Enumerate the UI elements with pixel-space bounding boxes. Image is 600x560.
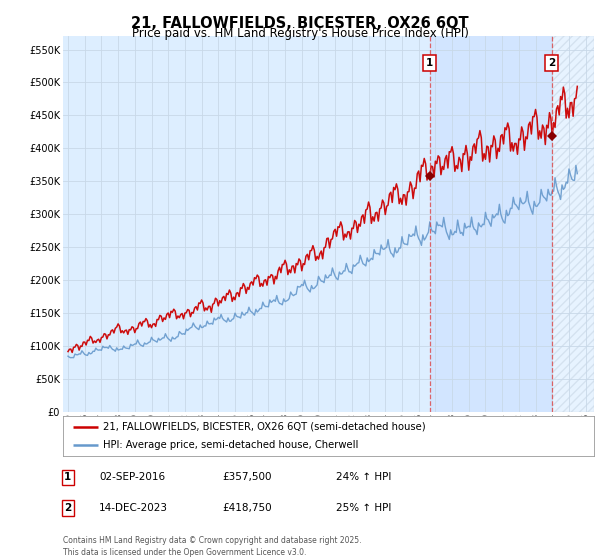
Bar xyxy=(551,36,594,412)
Text: 21, FALLOWFIELDS, BICESTER, OX26 6QT (semi-detached house): 21, FALLOWFIELDS, BICESTER, OX26 6QT (se… xyxy=(103,422,425,432)
Text: 21, FALLOWFIELDS, BICESTER, OX26 6QT: 21, FALLOWFIELDS, BICESTER, OX26 6QT xyxy=(131,16,469,31)
Text: HPI: Average price, semi-detached house, Cherwell: HPI: Average price, semi-detached house,… xyxy=(103,440,358,450)
Text: Price paid vs. HM Land Registry's House Price Index (HPI): Price paid vs. HM Land Registry's House … xyxy=(131,27,469,40)
Text: 2: 2 xyxy=(64,503,71,513)
Text: £357,500: £357,500 xyxy=(222,472,271,482)
Text: 24% ↑ HPI: 24% ↑ HPI xyxy=(336,472,391,482)
Text: Contains HM Land Registry data © Crown copyright and database right 2025.
This d: Contains HM Land Registry data © Crown c… xyxy=(63,536,361,557)
Text: 14-DEC-2023: 14-DEC-2023 xyxy=(99,503,168,513)
Text: £418,750: £418,750 xyxy=(222,503,272,513)
Bar xyxy=(430,36,551,412)
Text: 25% ↑ HPI: 25% ↑ HPI xyxy=(336,503,391,513)
Text: 1: 1 xyxy=(64,472,71,482)
Text: 02-SEP-2016: 02-SEP-2016 xyxy=(99,472,165,482)
Text: 2: 2 xyxy=(548,58,555,68)
Text: 1: 1 xyxy=(426,58,433,68)
